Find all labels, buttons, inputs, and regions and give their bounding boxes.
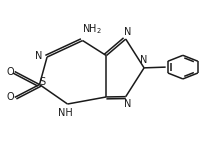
Text: NH$_2$: NH$_2$ bbox=[82, 23, 102, 36]
Text: N: N bbox=[124, 27, 131, 37]
Text: S: S bbox=[39, 77, 45, 87]
Text: O: O bbox=[6, 67, 14, 77]
Text: O: O bbox=[6, 92, 14, 102]
Text: NH: NH bbox=[58, 108, 73, 118]
Text: N: N bbox=[124, 99, 131, 109]
Text: N: N bbox=[35, 51, 43, 61]
Text: N: N bbox=[140, 55, 148, 65]
